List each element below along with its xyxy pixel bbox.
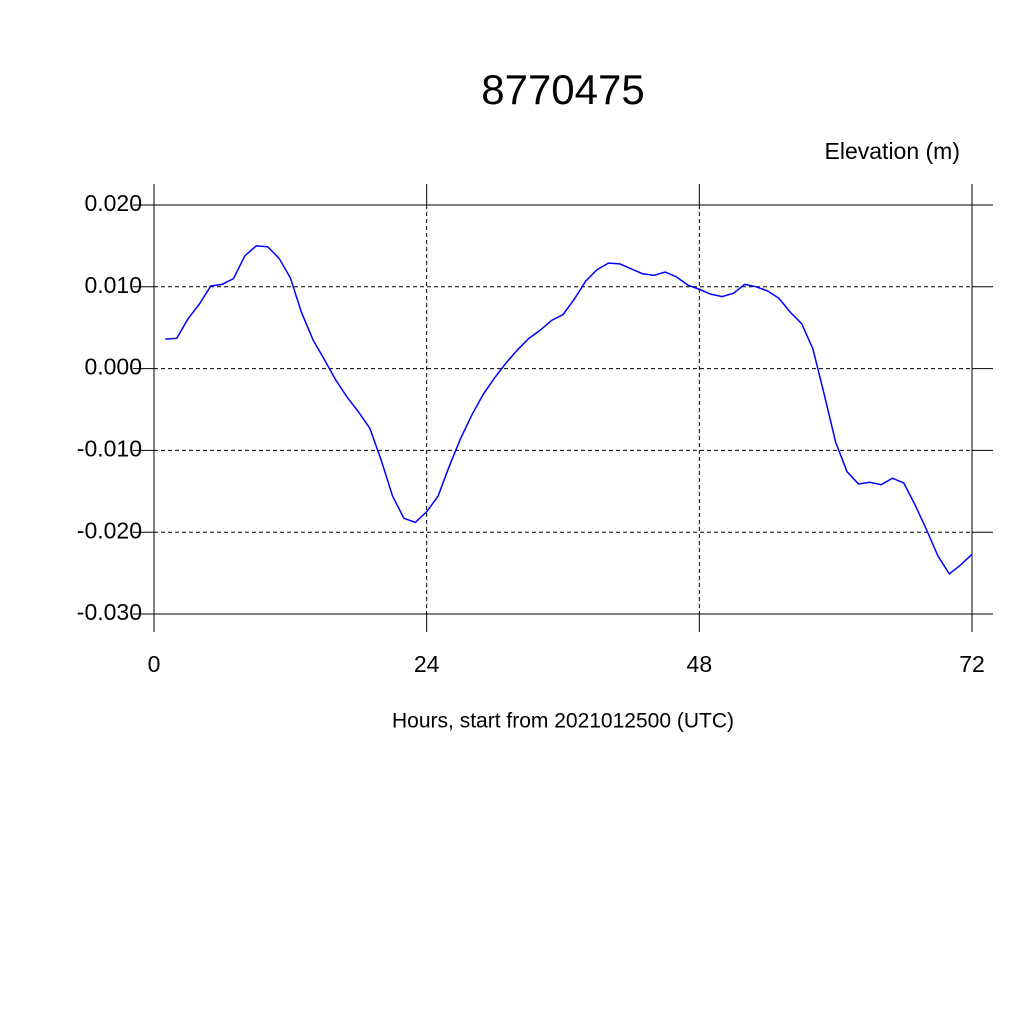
x-tick-label: 24 <box>414 651 440 677</box>
x-axis-label: Hours, start from 2021012500 (UTC) <box>392 710 734 733</box>
y-tick-label: 0.020 <box>84 190 142 216</box>
x-tick-label: 72 <box>959 651 985 677</box>
y-axis-label: Elevation (m) <box>825 138 960 164</box>
x-tick-label: 48 <box>687 651 713 677</box>
chart-title: 8770475 <box>481 66 645 113</box>
plot-frame <box>153 204 973 615</box>
y-tick-label: 0.000 <box>84 354 142 380</box>
y-tick-label: 0.010 <box>84 272 142 298</box>
y-tick-label: -0.030 <box>77 599 142 625</box>
y-tick-label: -0.020 <box>77 517 142 543</box>
x-tick-label: 0 <box>148 651 161 677</box>
data-line <box>165 245 973 576</box>
y-tick-label: -0.010 <box>77 435 142 461</box>
